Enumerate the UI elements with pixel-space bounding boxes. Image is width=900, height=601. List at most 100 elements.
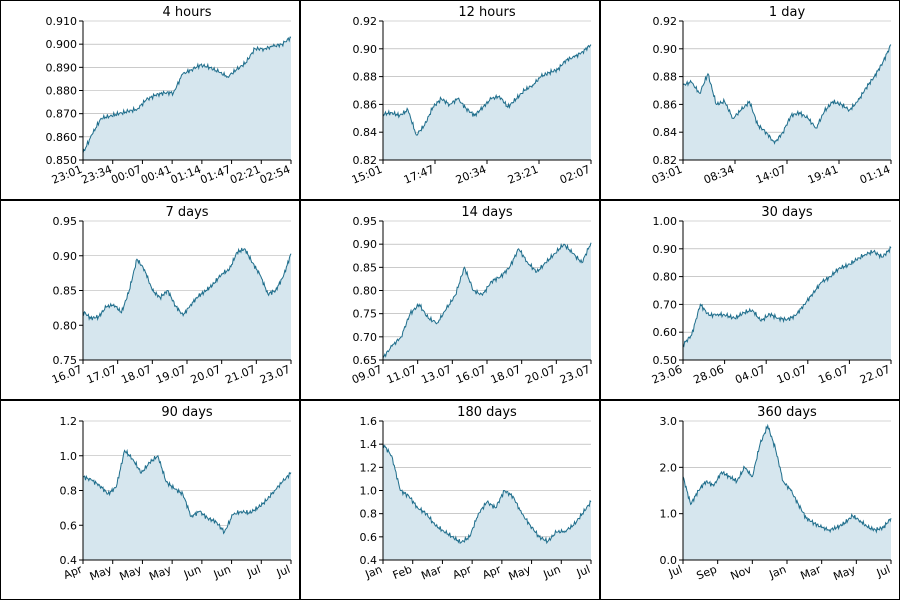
y-tick-label: 0.880: [46, 85, 78, 98]
x-tick-label: 17:47: [402, 163, 436, 187]
x-tick-label: Apr: [480, 563, 503, 582]
x-tick-label: Mar: [419, 563, 444, 583]
chart-panel: 0.0 1.0 2.0 3.0 Jul Sep Nov Jan Mar May Jul 360 day…: [600, 400, 900, 600]
y-tick-label: 0.90: [653, 243, 678, 256]
x-tick-label: 20.07: [523, 363, 557, 387]
y-tick-label: 0.95: [53, 215, 78, 228]
chart-panel: 0.4 0.6 0.8 1.0 1.2 Apr May May May Jun Jun Jul Jul 9…: [0, 400, 300, 600]
x-tick-label: 19.07: [154, 363, 188, 387]
y-tick-label: 0.85: [53, 285, 78, 298]
chart-title: 30 days: [761, 205, 813, 220]
x-tick-label: 18.07: [119, 363, 153, 387]
x-tick-label: 23.07: [558, 363, 592, 387]
y-tick-label: 0.80: [653, 271, 678, 284]
y-tick-label: 0.90: [353, 238, 378, 251]
y-tick-label: 0.92: [353, 15, 378, 28]
x-tick-label: 23.07: [258, 363, 292, 387]
y-tick-label: 0.84: [353, 126, 378, 139]
x-tick-label: Feb: [391, 563, 414, 582]
y-tick-label: 0.70: [353, 331, 378, 344]
x-tick-label: Jun: [181, 563, 203, 582]
x-tick-label: 21.07: [223, 363, 257, 387]
y-tick-label: 1.2: [60, 415, 78, 428]
x-tick-label: Jul: [574, 563, 592, 580]
x-tick-label: Apr: [451, 563, 474, 582]
x-tick-label: Jun: [541, 563, 563, 582]
chart-svg: 0.8500.8600.8700.8800.8900.9000.91023:01…: [46, 5, 293, 187]
chart-title: 180 days: [457, 405, 517, 420]
y-tick-label: 0.850: [46, 154, 78, 167]
series-line: [682, 245, 892, 348]
y-tick-label: 0.86: [353, 98, 378, 111]
x-tick-label: 28.06: [692, 363, 726, 387]
y-tick-label: 0.86: [653, 98, 678, 111]
series-line: [82, 36, 292, 154]
chart-title: 90 days: [161, 405, 213, 420]
chart-title: 12 hours: [458, 5, 515, 20]
series-area: [83, 247, 291, 360]
x-tick-label: May: [147, 563, 173, 584]
y-tick-label: 0.82: [353, 154, 378, 167]
x-tick-label: Nov: [729, 563, 754, 583]
y-tick-label: 0.75: [53, 354, 78, 367]
y-tick-label: 0.910: [46, 15, 78, 28]
chart-panel: 0.50 0.60 0.70 0.80 0.90 1.00 23.06 28.06 04.07 1…: [600, 200, 900, 400]
series-line: [82, 247, 292, 322]
y-tick-label: 1.0: [660, 508, 678, 521]
series-area: [383, 242, 591, 360]
chart-title: 14 days: [461, 205, 513, 220]
series-line: [382, 444, 592, 545]
series-line: [82, 448, 292, 535]
x-tick-label: Jul: [274, 563, 292, 580]
x-tick-label: 23:21: [506, 163, 540, 187]
y-tick-label: 0.6: [360, 531, 378, 544]
y-tick-label: 0.50: [653, 354, 678, 367]
y-tick-label: 0.90: [653, 43, 678, 56]
y-tick-label: 0.82: [653, 154, 678, 167]
y-tick-label: 0.60: [653, 326, 678, 339]
y-tick-label: 0.90: [53, 250, 78, 263]
y-tick-label: 0.0: [660, 554, 678, 567]
x-tick-label: 04.07: [733, 363, 767, 387]
y-tick-label: 0.88: [353, 71, 378, 84]
chart-panel: 0.75 0.80 0.85 0.90 0.95 16.07 17.07 18.07 19.07…: [0, 200, 300, 400]
y-tick-label: 1.6: [360, 415, 378, 428]
chart-panel: 0.65 0.70 0.75 0.80 0.85 0.90 0.95 09.07 11.07 13…: [300, 200, 600, 400]
chart-panel: 0.850 0.860 0.870 0.880 0.890 0.900 0.910 23:01…: [0, 0, 300, 200]
x-tick-label: 17.07: [85, 363, 119, 387]
chart-panel: 0.82 0.84 0.86 0.88 0.90 0.92 03:01 08:34 14:07 1…: [600, 0, 900, 200]
chart-title: 1 day: [769, 5, 806, 20]
series-area: [83, 37, 291, 161]
chart-svg: 0.0 1.0 2.0 3.0 Jul Sep Nov Jan Mar May Jul 360 day…: [660, 405, 893, 583]
y-tick-label: 0.80: [353, 285, 378, 298]
y-tick-label: 0.88: [653, 71, 678, 84]
x-tick-label: Jul: [244, 563, 262, 580]
x-tick-label: Mar: [799, 563, 824, 583]
y-tick-label: 1.4: [360, 438, 378, 451]
x-tick-label: Jul: [874, 563, 892, 580]
y-tick-label: 0.4: [60, 554, 78, 567]
y-tick-label: 1.0: [60, 450, 78, 463]
y-tick-label: 1.00: [653, 215, 678, 228]
x-tick-label: 20:34: [454, 163, 488, 187]
x-tick-label: 14:07: [754, 163, 788, 187]
chart-panel: 0.82 0.84 0.86 0.88 0.90 0.92 15:01 17:47 20:34 2…: [300, 0, 600, 200]
y-tick-label: 0.85: [353, 261, 378, 274]
x-tick-label: May: [507, 563, 533, 584]
x-tick-label: 08:34: [702, 163, 736, 187]
x-tick-label: Jan: [767, 563, 789, 582]
chart-title: 360 days: [757, 405, 817, 420]
y-tick-label: 0.95: [353, 215, 378, 228]
x-tick-label: Jul: [666, 563, 684, 580]
x-tick-label: 22.07: [858, 363, 892, 387]
x-tick-label: May: [118, 563, 144, 584]
x-tick-label: 18.07: [489, 363, 523, 387]
y-tick-label: 0.84: [653, 126, 678, 139]
x-tick-label: 10.07: [775, 363, 809, 387]
x-tick-label: 19:41: [806, 163, 840, 187]
